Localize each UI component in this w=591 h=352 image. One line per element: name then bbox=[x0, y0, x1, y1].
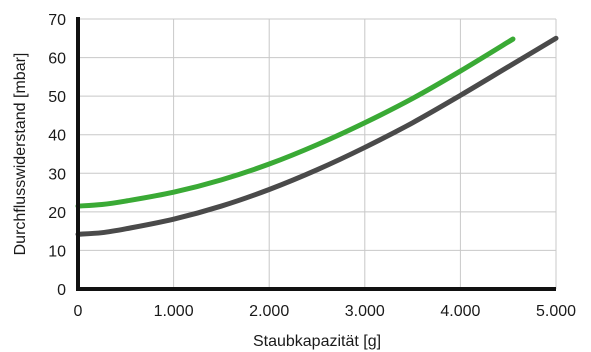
y-tick-label: 70 bbox=[48, 12, 66, 29]
x-tick-label: 2.000 bbox=[249, 303, 289, 320]
y-tick-label: 60 bbox=[48, 51, 66, 68]
x-tick-label: 3.000 bbox=[345, 303, 385, 320]
axes bbox=[76, 17, 556, 291]
x-axis-title: Staubkapazität [g] bbox=[253, 333, 381, 350]
x-tick-label: 5.000 bbox=[536, 303, 576, 320]
series-lines bbox=[75, 35, 559, 237]
gray-series-line bbox=[75, 35, 559, 237]
x-tick-labels: 0 1.000 2.000 3.000 4.000 5.000 bbox=[74, 303, 577, 320]
x-tick-label: 4.000 bbox=[440, 303, 480, 320]
y-tick-label: 40 bbox=[48, 128, 66, 145]
y-tick-labels: 0 10 20 30 40 50 60 70 bbox=[48, 12, 66, 299]
x-tick-label: 1.000 bbox=[154, 303, 194, 320]
green-series-line bbox=[75, 36, 516, 209]
y-tick-label: 10 bbox=[48, 243, 66, 260]
grid bbox=[78, 18, 557, 289]
y-tick-label: 50 bbox=[48, 89, 66, 106]
y-tick-label: 0 bbox=[57, 282, 66, 299]
y-axis-title: Durchflusswiderstand [mbar] bbox=[12, 53, 29, 256]
y-tick-label: 30 bbox=[48, 166, 66, 183]
y-tick-label: 20 bbox=[48, 205, 66, 222]
x-tick-label: 0 bbox=[74, 303, 83, 320]
